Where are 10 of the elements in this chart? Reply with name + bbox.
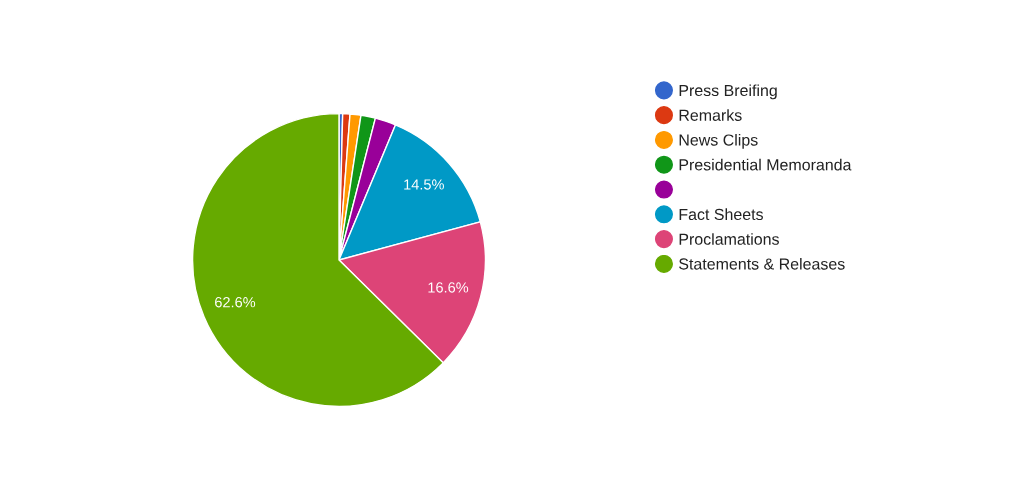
legend-label: Fact Sheets xyxy=(679,208,763,221)
legend-label: Remarks xyxy=(679,109,742,121)
data-label: 16.6% xyxy=(428,282,469,293)
legend-label: Proclamations xyxy=(679,233,779,245)
data-label: 14.5% xyxy=(404,179,444,190)
legend-label: Press Breifing xyxy=(679,84,777,100)
legend-label: News Clips xyxy=(679,133,758,149)
legend-label: Presidential Memoranda xyxy=(679,158,852,171)
data-label: 62.6% xyxy=(215,297,256,308)
legend-label: Statements & Releases xyxy=(679,257,845,270)
